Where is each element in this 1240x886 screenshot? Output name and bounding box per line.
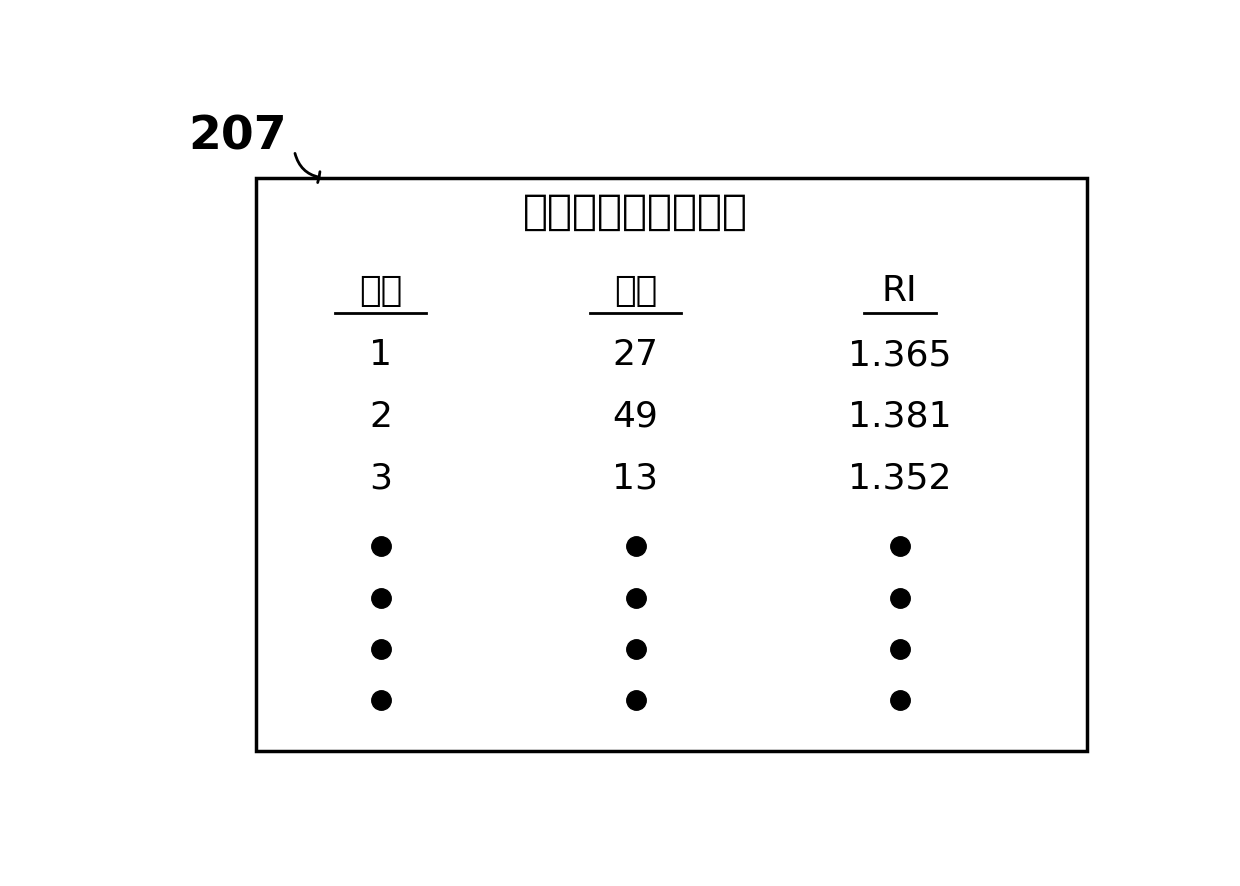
Text: 49: 49 [613,400,658,434]
Text: 1.352: 1.352 [848,461,951,495]
Text: 血小板细胞数据列表: 血小板细胞数据列表 [523,191,748,233]
Text: 207: 207 [188,114,288,159]
Text: 1.365: 1.365 [848,338,951,372]
Text: 1: 1 [370,338,392,372]
Text: 3: 3 [370,461,392,495]
Text: 体积: 体积 [614,274,657,307]
Bar [255,178,1087,751]
Text: 1.381: 1.381 [848,400,951,434]
Text: RI: RI [882,274,918,307]
Text: 2: 2 [370,400,392,434]
Text: 细胞: 细胞 [360,274,403,307]
Text: 13: 13 [613,461,658,495]
Text: 27: 27 [613,338,658,372]
